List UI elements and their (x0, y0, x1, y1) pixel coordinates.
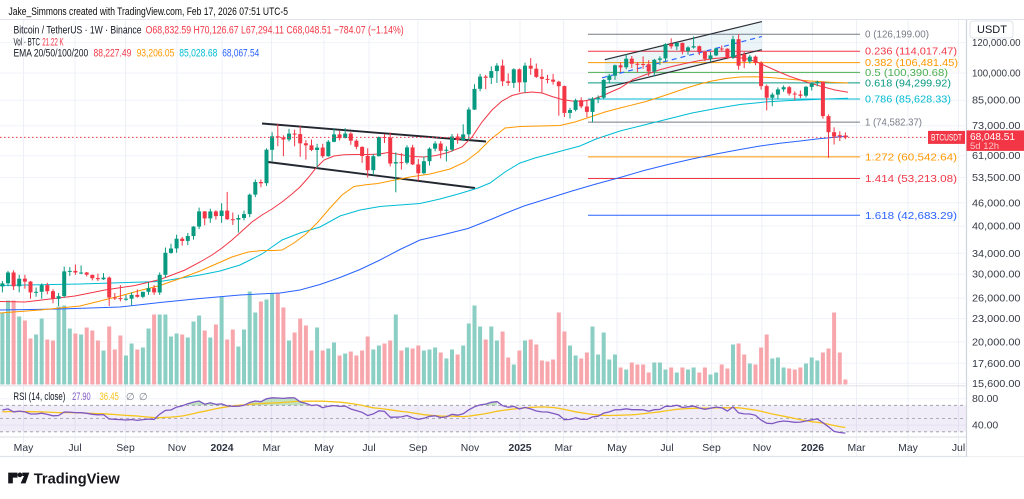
svg-text:Jul: Jul (660, 443, 673, 454)
svg-text:40,000.00: 40,000.00 (972, 221, 1021, 233)
svg-text:Jul: Jul (68, 443, 81, 454)
svg-text:Jul: Jul (362, 443, 375, 454)
svg-text:15,600.00: 15,600.00 (972, 378, 1021, 390)
svg-text:Sep: Sep (702, 443, 721, 454)
svg-text:100,000.00: 100,000.00 (972, 68, 1021, 80)
svg-text:Mar: Mar (848, 443, 866, 454)
svg-text:Mar: Mar (555, 443, 573, 454)
svg-text:1.414 (53,213.08): 1.414 (53,213.08) (865, 173, 957, 185)
svg-text:85,000.00: 85,000.00 (972, 95, 1021, 107)
svg-text:Nov: Nov (461, 443, 480, 454)
svg-text:May: May (607, 443, 627, 454)
svg-text:1.618 (42,683.29): 1.618 (42,683.29) (865, 210, 957, 222)
svg-text:Vol · BTC: Vol · BTC (14, 37, 41, 49)
svg-text:2025: 2025 (508, 443, 531, 454)
svg-text:68,048.51: 68,048.51 (970, 131, 1015, 143)
svg-text:34,000.00: 34,000.00 (972, 248, 1021, 260)
svg-text:∅: ∅ (139, 392, 148, 403)
svg-text:1.272 (60,542.64): 1.272 (60,542.64) (865, 151, 957, 163)
svg-text:5d 12h: 5d 12h (970, 141, 999, 152)
svg-text:May: May (898, 443, 918, 454)
svg-text:53,500.00: 53,500.00 (972, 172, 1021, 184)
svg-text:O68,832.59 H70,126.67 L67,29: O68,832.59 H70,126.67 L67,294.11 C68,048… (146, 25, 404, 37)
svg-text:61,000.00: 61,000.00 (972, 150, 1021, 162)
svg-text:17,600.00: 17,600.00 (972, 358, 1021, 370)
svg-text:1 (74,582.37): 1 (74,582.37) (865, 117, 922, 129)
svg-text:May: May (14, 443, 34, 454)
svg-text:Sep: Sep (116, 443, 135, 454)
svg-text:30,000.00: 30,000.00 (972, 269, 1021, 281)
svg-text:0 (126,199.00): 0 (126,199.00) (865, 29, 929, 41)
svg-text:EMA 20/50/100/200: EMA 20/50/100/200 (14, 48, 89, 60)
svg-text:0.618 (94,299.92): 0.618 (94,299.92) (865, 77, 951, 89)
svg-text:May: May (314, 443, 334, 454)
svg-text:0.382 (106,481.45): 0.382 (106,481.45) (865, 57, 958, 69)
svg-text:73,000.00: 73,000.00 (972, 120, 1021, 132)
svg-text:85,028.68: 85,028.68 (179, 48, 217, 60)
svg-text:120,000.00: 120,000.00 (972, 37, 1021, 49)
svg-text:46,000.00: 46,000.00 (972, 197, 1021, 209)
svg-text:Jul: Jul (952, 443, 965, 454)
svg-text:20,000.00: 20,000.00 (972, 336, 1021, 348)
svg-text:0.236 (114,017.47): 0.236 (114,017.47) (865, 46, 957, 58)
svg-text:27.90: 27.90 (72, 391, 91, 403)
svg-text:23,000.00: 23,000.00 (972, 313, 1021, 325)
svg-text:93,206.05: 93,206.05 (137, 48, 175, 60)
svg-text:Nov: Nov (168, 443, 187, 454)
svg-text:26,000.00: 26,000.00 (972, 293, 1021, 305)
svg-text:Sep: Sep (409, 443, 428, 454)
svg-text:0.786 (85,628.33): 0.786 (85,628.33) (865, 94, 951, 106)
svg-text:88,227.49: 88,227.49 (94, 48, 132, 60)
svg-text:USDT: USDT (977, 24, 1007, 36)
svg-text:Bitcoin / TetherUS · 1W · Bina: Bitcoin / TetherUS · 1W · Binance (14, 25, 142, 37)
svg-text:Jake_Simmons created with Trad: Jake_Simmons created with TradingView.co… (9, 6, 289, 18)
svg-text:TradingView: TradingView (34, 472, 121, 488)
svg-text:Nov: Nov (753, 443, 772, 454)
svg-text:40.00: 40.00 (972, 420, 998, 432)
svg-text:RSI (14, close): RSI (14, close) (13, 391, 65, 403)
svg-text:2024: 2024 (210, 443, 233, 454)
svg-text:2026: 2026 (801, 443, 824, 454)
svg-text:21.22 K: 21.22 K (42, 37, 64, 49)
svg-text:0.5 (100,390.68): 0.5 (100,390.68) (865, 67, 948, 79)
svg-text:Mar: Mar (263, 443, 281, 454)
svg-text:BTCUSDT: BTCUSDT (931, 132, 962, 142)
svg-text:80.00: 80.00 (972, 393, 998, 405)
svg-text:36.45: 36.45 (100, 391, 119, 403)
svg-text:68,067.54: 68,067.54 (222, 48, 259, 60)
svg-text:∅: ∅ (126, 392, 135, 403)
